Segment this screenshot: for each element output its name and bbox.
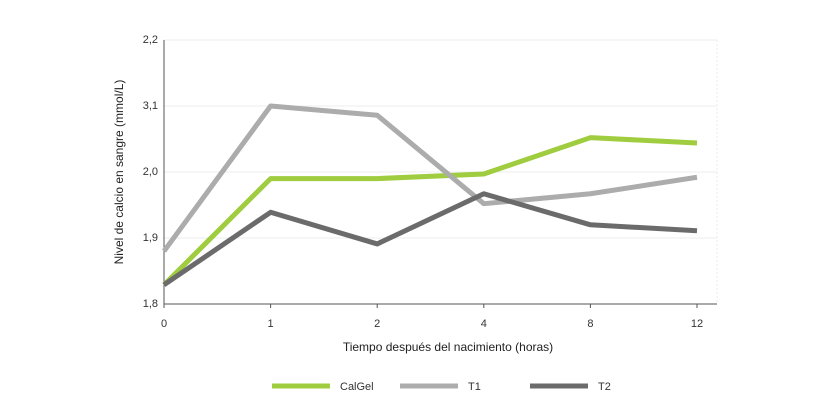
y-tick-label: 3,1 [143,100,158,112]
series-line [162,191,698,287]
series-line [162,135,698,287]
legend-label: CalGel [340,381,374,393]
legend-label: T2 [598,381,611,393]
y-tick-label: 1,9 [143,232,158,244]
y-axis-title: Nivel de calcio en sangre (mmol/L) [112,80,126,265]
x-tick-label: 1 [268,318,274,330]
y-tick-label: 2,2 [143,34,158,46]
legend-label: T1 [468,381,481,393]
x-tick-label: 8 [587,318,593,330]
x-tick-label: 4 [481,318,487,330]
x-tick-label: 12 [691,318,703,330]
x-tick-label: 2 [374,318,380,330]
x-axis-title: Tiempo después del nacimiento (horas) [343,340,553,354]
y-tick-label: 1,8 [143,298,158,310]
x-tick-label: 0 [161,318,167,330]
series-line [161,103,698,253]
y-tick-label: 2,0 [143,166,158,178]
